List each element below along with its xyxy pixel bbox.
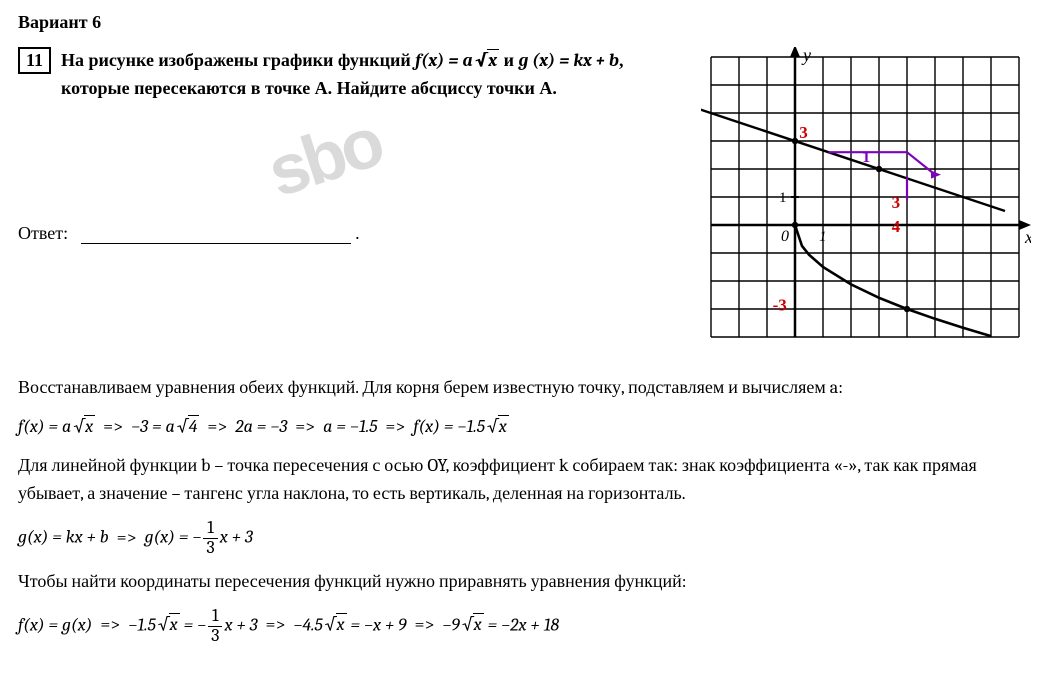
text-mid: и	[504, 50, 519, 70]
svg-text:x: x	[1024, 227, 1031, 247]
svg-text:3: 3	[799, 123, 808, 142]
watermark: sbo	[258, 102, 390, 213]
svg-text:1: 1	[862, 149, 870, 166]
problem-body: На рисунке изображены графики функций f(…	[61, 47, 677, 103]
graph-svg: y x 0 1 1 3 -3 3 4 1	[701, 47, 1031, 347]
eq3-num: 1	[208, 607, 222, 627]
sol-p1: Восстанавливаем уравнения обеих функций.…	[18, 374, 1031, 403]
answer-blank	[81, 243, 351, 244]
sol-eq2: g(x) = kx + b => g(x) = −13x + 3	[18, 519, 1031, 558]
variant-header: Вариант 6	[18, 12, 1031, 33]
eq2-den: 3	[203, 539, 217, 558]
svg-text:0: 0	[781, 228, 789, 245]
sol-p3: Чтобы найти координаты пересечения функц…	[18, 568, 1031, 597]
g-expr: g (x) = kx + b	[518, 50, 619, 71]
problem-text: 11 На рисунке изображены графики функций…	[18, 47, 677, 103]
answer-label: Ответ:	[18, 223, 68, 243]
f-expr: f(x) = ax	[415, 50, 499, 71]
svg-text:1: 1	[819, 229, 827, 245]
sol-p2: Для линейной функции b – точка пересечен…	[18, 452, 1031, 510]
problem-block: sbo 11 На рисунке изображены графики фун…	[18, 47, 677, 244]
svg-text:-3: -3	[773, 295, 787, 314]
text-before-f: На рисунке изображены графики функций	[61, 50, 415, 70]
svg-text:y: y	[801, 47, 811, 65]
solution-block: Восстанавливаем уравнения обеих функций.…	[18, 374, 1031, 646]
question-number: 11	[18, 47, 51, 74]
svg-text:4: 4	[892, 217, 901, 236]
svg-text:1: 1	[779, 190, 787, 206]
sol-eq1: f(x) = ax => −3 = a4 => 2a = −3 => a = −…	[18, 413, 1031, 442]
sol-eq3: f(x) = g(x) => −1.5x = −13x + 3 => −4.5x…	[18, 607, 1031, 646]
svg-text:3: 3	[892, 193, 901, 212]
problem-row: sbo 11 На рисунке изображены графики фун…	[18, 47, 1031, 352]
graph-container: y x 0 1 1 3 -3 3 4 1	[701, 47, 1031, 352]
answer-row: Ответ: .	[18, 223, 677, 244]
eq3-den: 3	[208, 627, 222, 646]
